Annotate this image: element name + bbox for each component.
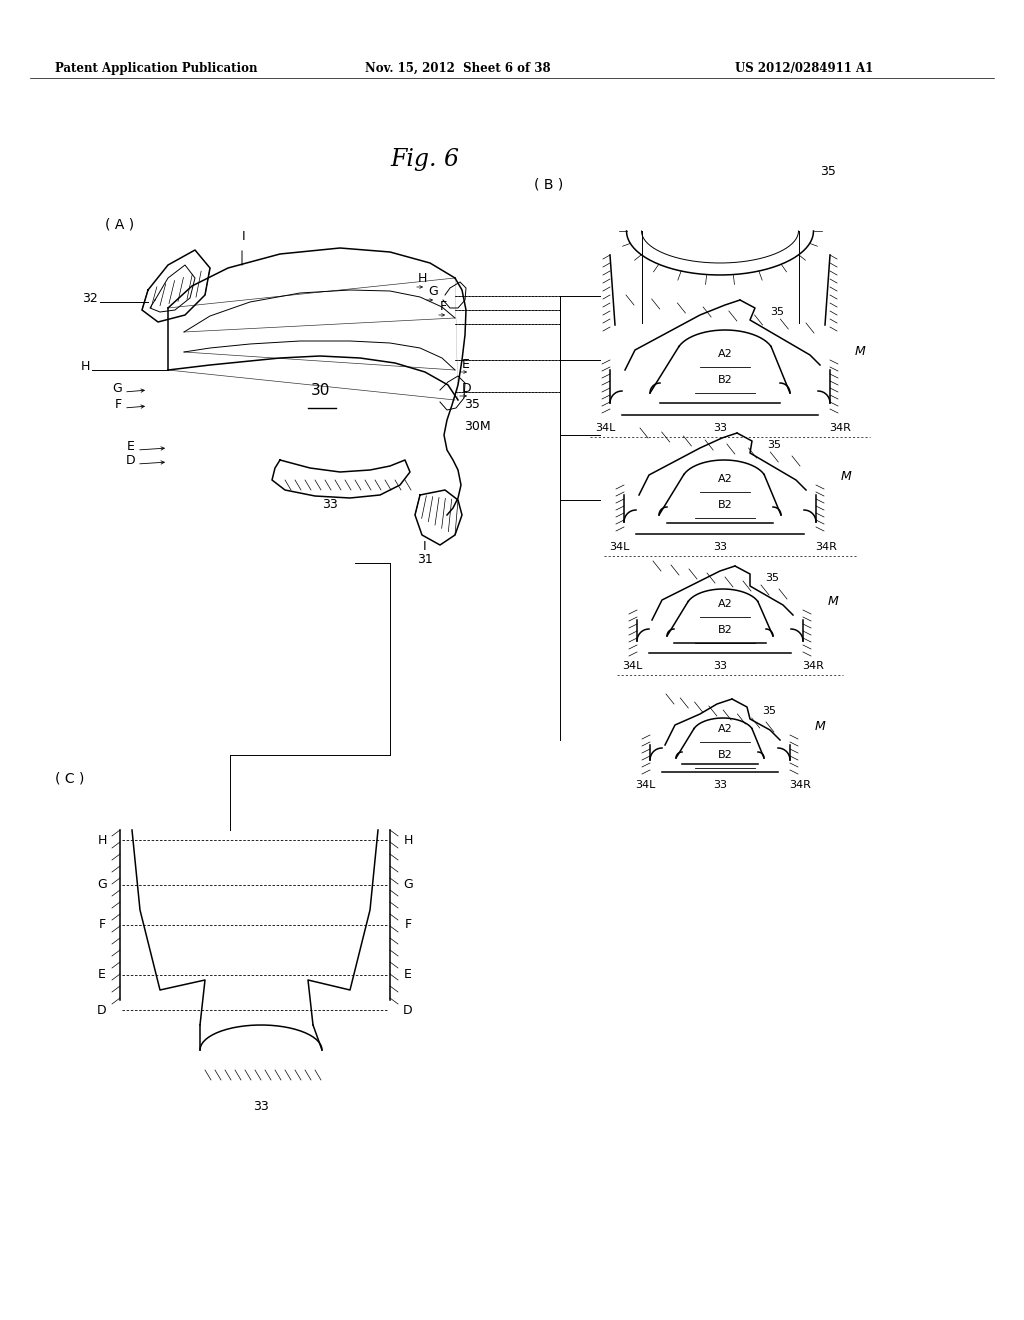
Text: M: M <box>841 470 852 483</box>
Text: F: F <box>440 300 447 313</box>
Text: A2: A2 <box>718 599 732 609</box>
Text: Fig. 6: Fig. 6 <box>390 148 459 172</box>
Text: Patent Application Publication: Patent Application Publication <box>55 62 257 75</box>
Text: H: H <box>403 833 413 846</box>
Text: A2: A2 <box>718 348 732 359</box>
Text: 33: 33 <box>323 498 338 511</box>
Text: I: I <box>423 540 427 553</box>
Text: H: H <box>81 360 90 374</box>
Text: F: F <box>115 399 122 411</box>
Text: H: H <box>97 833 106 846</box>
Text: E: E <box>127 440 135 453</box>
Text: G: G <box>428 285 437 298</box>
Text: E: E <box>462 358 470 371</box>
Text: B2: B2 <box>718 375 732 385</box>
Text: 34L: 34L <box>635 780 655 789</box>
Text: 35: 35 <box>464 399 480 411</box>
Text: 34L: 34L <box>595 422 615 433</box>
Text: B2: B2 <box>718 500 732 510</box>
Text: 34R: 34R <box>802 661 824 671</box>
Text: H: H <box>418 272 427 285</box>
Text: D: D <box>97 1003 106 1016</box>
Text: 34R: 34R <box>790 780 811 789</box>
Text: 35: 35 <box>762 706 776 715</box>
Text: 35: 35 <box>820 165 836 178</box>
Text: 34L: 34L <box>622 661 642 671</box>
Text: ( B ): ( B ) <box>534 178 563 191</box>
Text: G: G <box>97 879 106 891</box>
Text: ( A ): ( A ) <box>105 218 134 232</box>
Text: 32: 32 <box>82 292 98 305</box>
Text: D: D <box>125 454 135 467</box>
Text: 34R: 34R <box>815 543 837 552</box>
Text: 34L: 34L <box>609 543 629 552</box>
Text: 33: 33 <box>713 661 727 671</box>
Text: 30: 30 <box>310 383 330 399</box>
Text: M: M <box>855 345 865 358</box>
Text: Nov. 15, 2012  Sheet 6 of 38: Nov. 15, 2012 Sheet 6 of 38 <box>365 62 551 75</box>
Text: I: I <box>243 230 246 243</box>
Text: B2: B2 <box>718 750 732 760</box>
Text: B2: B2 <box>718 624 732 635</box>
Text: M: M <box>828 595 839 609</box>
Text: 30M: 30M <box>464 420 490 433</box>
Text: F: F <box>404 919 412 932</box>
Text: 33: 33 <box>713 543 727 552</box>
Text: A2: A2 <box>718 474 732 484</box>
Text: D: D <box>403 1003 413 1016</box>
Text: 31: 31 <box>417 553 433 566</box>
Text: E: E <box>98 969 105 982</box>
Text: 33: 33 <box>713 422 727 433</box>
Text: E: E <box>404 969 412 982</box>
Text: 33: 33 <box>713 780 727 789</box>
Text: F: F <box>98 919 105 932</box>
Text: US 2012/0284911 A1: US 2012/0284911 A1 <box>735 62 873 75</box>
Text: A2: A2 <box>718 723 732 734</box>
Text: 35: 35 <box>765 573 779 583</box>
Text: 35: 35 <box>770 308 784 317</box>
Text: M: M <box>815 719 825 733</box>
Text: G: G <box>113 381 122 395</box>
Text: 35: 35 <box>767 440 781 450</box>
Text: D: D <box>462 381 472 395</box>
Text: 33: 33 <box>253 1100 269 1113</box>
Text: ( C ): ( C ) <box>55 772 84 785</box>
Text: G: G <box>403 879 413 891</box>
Text: 34R: 34R <box>829 422 851 433</box>
